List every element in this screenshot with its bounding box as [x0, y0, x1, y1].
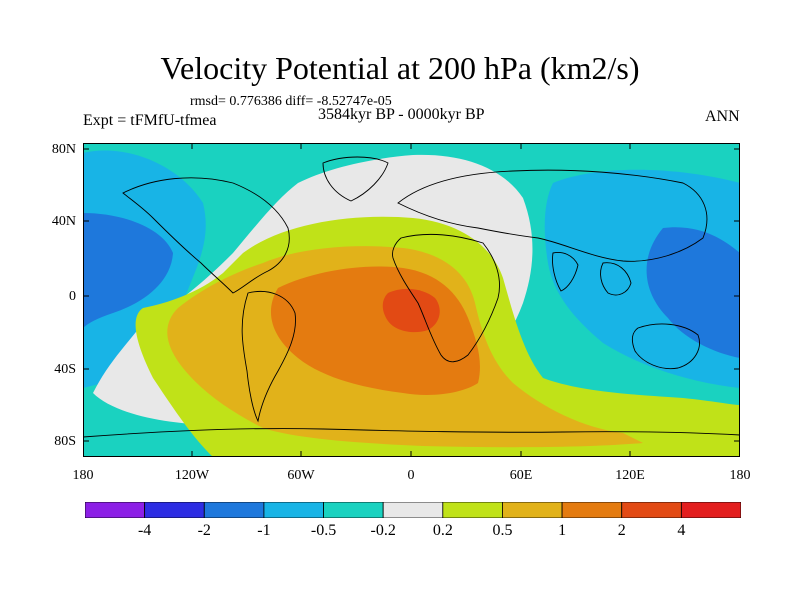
lon-label-60e: 60E — [509, 468, 533, 483]
lon-label-0: 0 — [407, 468, 415, 483]
colorbar-swatch-5 — [382, 502, 444, 518]
velocity-potential-map — [83, 143, 740, 457]
coastline-north-america — [122, 177, 290, 294]
lon-label-120e: 120E — [615, 468, 645, 483]
plot-title: Velocity Potential at 200 hPa (km2/s) — [160, 50, 640, 86]
coastline-australia — [631, 323, 700, 370]
coastline-europe-asia — [397, 169, 708, 262]
colorbar-swatch-9 — [621, 502, 682, 518]
lat-label-80s: 80S — [54, 434, 76, 449]
coastline-antarctica — [83, 428, 740, 438]
season-label: ANN — [705, 108, 740, 125]
lon-label-180-west: 180 — [72, 468, 94, 483]
field-neg-0.5-to-1-east — [646, 227, 740, 358]
colorbar-swatch-0 — [85, 502, 146, 518]
colorbar — [85, 502, 741, 518]
colorbar-swatch-1 — [144, 502, 205, 518]
coastline-africa — [392, 233, 500, 363]
colorbar-swatch-3 — [263, 502, 324, 518]
lat-label-0: 0 — [69, 289, 76, 304]
lon-label-120w: 120W — [174, 468, 210, 483]
lon-ticks — [191, 143, 631, 457]
colorbar-label: -0.2 — [370, 522, 396, 539]
colorbar-label: -1 — [257, 522, 271, 539]
lat-ticks — [83, 148, 740, 442]
coastlines — [83, 156, 740, 438]
colorbar-label: 0.5 — [492, 522, 513, 539]
colorbar-swatch-6 — [442, 502, 503, 518]
lon-label-60w: 60W — [287, 468, 315, 483]
coastline-india — [552, 252, 579, 292]
coastline-southeast-asia — [600, 262, 632, 296]
lat-label-40n: 40N — [51, 214, 76, 229]
colorbar-label: 2 — [617, 522, 626, 539]
lon-label-180-east: 180 — [729, 468, 751, 483]
coastline-south-america — [241, 291, 296, 423]
colorbar-swatch-8 — [561, 502, 623, 518]
coastline-greenland — [322, 156, 389, 202]
experiment-label: Expt = tFMfU-tfmea — [83, 112, 217, 129]
colorbar-swatch-4 — [323, 502, 384, 518]
colorbar-label: 1 — [558, 522, 567, 539]
period-label: 3584kyr BP - 0000kyr BP — [318, 106, 485, 123]
colorbar-label: 4 — [677, 522, 686, 539]
colorbar-swatch-7 — [502, 502, 563, 518]
field-neg-0.5-to-1-west — [83, 213, 173, 328]
colorbar-label: -0.5 — [310, 522, 337, 539]
colorbar-label: 0.2 — [432, 522, 453, 539]
stats-line: rmsd= 0.776386 diff= -8.52747e-05 — [190, 94, 392, 109]
colorbar-swatch-10 — [680, 502, 741, 518]
colorbar-label: -2 — [197, 522, 211, 539]
lat-label-80n: 80N — [51, 142, 76, 157]
lat-label-40s: 40S — [54, 362, 76, 377]
colorbar-label: -4 — [137, 522, 152, 539]
colorbar-swatch-2 — [203, 502, 265, 518]
